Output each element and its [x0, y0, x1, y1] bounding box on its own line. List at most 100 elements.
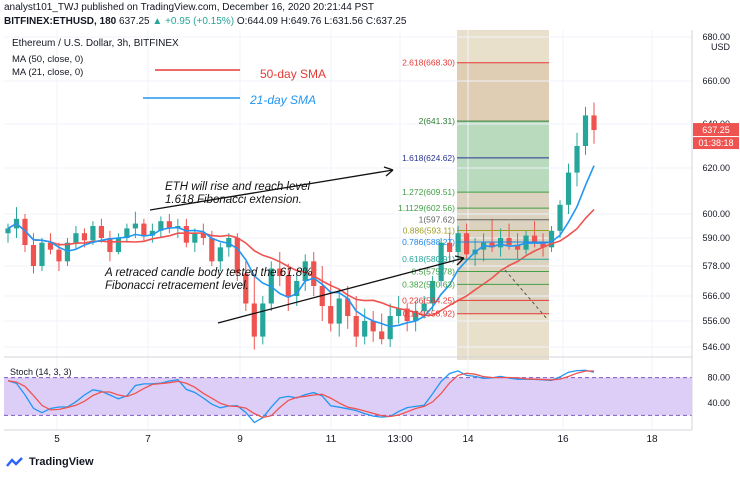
- candle-body: [557, 204, 563, 231]
- candle-body: [141, 223, 147, 236]
- candle-body: [56, 249, 62, 262]
- candle-body: [5, 228, 11, 234]
- candle-body: [234, 238, 240, 274]
- fib-level-label: 0.114(558.92): [403, 309, 455, 319]
- fib-level-label: 2.618(668.30): [402, 58, 455, 68]
- fib-zone-green: [457, 121, 549, 193]
- fib-zone-lower: [457, 192, 549, 314]
- candle-body: [73, 233, 79, 243]
- arrow-head-2: [454, 255, 465, 266]
- fib-level-label: 0.618(580.91): [402, 254, 455, 264]
- price-tick-label: 620.00: [702, 163, 730, 173]
- candle-body: [464, 233, 470, 255]
- fib-level-label: 0.786(588.27): [402, 237, 455, 247]
- tradingview-logo[interactable]: TradingView: [5, 456, 94, 468]
- legend-ma21: MA (21, close, 0): [12, 67, 83, 78]
- candle-body: [294, 281, 300, 296]
- candle-body: [149, 230, 155, 236]
- candle-body: [421, 303, 427, 311]
- sma21-label: 21-day SMA: [249, 93, 316, 107]
- candle-body: [489, 242, 495, 248]
- countdown-tag: [693, 137, 739, 150]
- high: H:649.76: [280, 16, 322, 27]
- open: O:644.09: [236, 16, 278, 27]
- candle-body: [277, 268, 283, 276]
- time-tick-label: 11: [326, 434, 337, 445]
- candle-body: [455, 233, 461, 252]
- symbol: BITFINEX:ETHUSD, 180: [4, 16, 117, 27]
- time-tick-label: 5: [54, 434, 60, 445]
- annotation-text: 1.618 Fibonacci extension.: [165, 194, 302, 206]
- fib-level-label: 0.382(570.63): [402, 279, 455, 289]
- currency-label: USD: [711, 42, 731, 52]
- candle-body: [447, 242, 453, 252]
- price-tick-label: 680.00: [702, 32, 730, 42]
- last-price-tag-text: 637.25: [702, 125, 730, 135]
- candle-body: [591, 115, 597, 131]
- low: L:631.56: [324, 16, 364, 27]
- tradingview-icon: [6, 457, 23, 467]
- close: C:637.25: [365, 16, 407, 27]
- candle-body: [98, 226, 105, 238]
- candle-body: [183, 226, 189, 243]
- price-tick-label: 590.00: [702, 233, 730, 243]
- candle-body: [115, 238, 122, 252]
- fib-zone-upper: [457, 62, 549, 122]
- candle-body: [328, 306, 334, 324]
- candle-body: [565, 172, 572, 205]
- stoch-label: Stoch (14, 3, 3): [10, 367, 72, 377]
- time-tick-label: 9: [237, 434, 243, 445]
- candle-body: [413, 311, 419, 321]
- candle-body: [200, 233, 206, 238]
- candle-body: [396, 308, 402, 316]
- candle-body: [260, 303, 266, 337]
- candle-body: [336, 298, 342, 324]
- candle-body: [370, 321, 376, 332]
- candle-body: [217, 247, 223, 262]
- candle-body: [582, 115, 589, 146]
- candle-body: [107, 238, 113, 252]
- candle-body: [90, 226, 96, 241]
- legend-title: Ethereum / U.S. Dollar, 3h, BITFINEX: [12, 38, 179, 49]
- symbol-row: BITFINEX:ETHUSD, 180 637.25 ▲ +0.95 (+0.…: [4, 16, 406, 27]
- sma-50-line: [7, 208, 595, 317]
- countdown-text: 01:38:18: [698, 138, 733, 148]
- stoch-band: [4, 377, 692, 416]
- candle-body: [132, 223, 138, 229]
- candle-body: [506, 238, 512, 245]
- candle-body: [311, 261, 317, 286]
- candle-body: [531, 235, 538, 243]
- annotation-text: A retraced candle body tested the 61.8%: [104, 267, 312, 279]
- last-price: 637.25: [119, 16, 150, 27]
- price-tick-label: 566.00: [702, 291, 730, 301]
- candle-body: [302, 261, 308, 281]
- candle-body: [430, 281, 436, 304]
- stoch-tick-label: 80.00: [707, 373, 730, 383]
- time-tick-label: 7: [145, 434, 151, 445]
- sma50-label: 50-day SMA: [260, 67, 326, 81]
- price-tick-label: 546.00: [702, 342, 730, 352]
- legend-ma50: MA (50, close, 0): [12, 54, 83, 65]
- fib-level-label: 1(597.62): [419, 215, 456, 225]
- candle-body: [81, 233, 88, 241]
- tradingview-label: TradingView: [29, 456, 94, 468]
- sma-21-line: [7, 165, 595, 328]
- change: ▲ +0.95 (+0.15%): [152, 16, 235, 27]
- candle-body: [353, 316, 359, 337]
- candle-body: [540, 242, 546, 248]
- candle-body: [158, 221, 164, 231]
- fib-level-label: 2(641.31): [419, 116, 456, 126]
- candle-body: [548, 230, 555, 248]
- time-tick-label: 13:00: [387, 434, 412, 445]
- fib-level-label: 1.618(624.62): [402, 153, 455, 163]
- annotation-arrow-1: [149, 169, 394, 211]
- candle-body: [497, 238, 504, 248]
- candle-body: [166, 221, 172, 229]
- stoch-tick-label: 40.00: [707, 398, 730, 408]
- arrow-head-1: [383, 166, 394, 177]
- candle-body: [574, 146, 580, 173]
- candle-body: [209, 238, 215, 262]
- price-tick-label: 600.00: [702, 209, 730, 219]
- fib-level-label: 0.236(564.25): [402, 295, 455, 305]
